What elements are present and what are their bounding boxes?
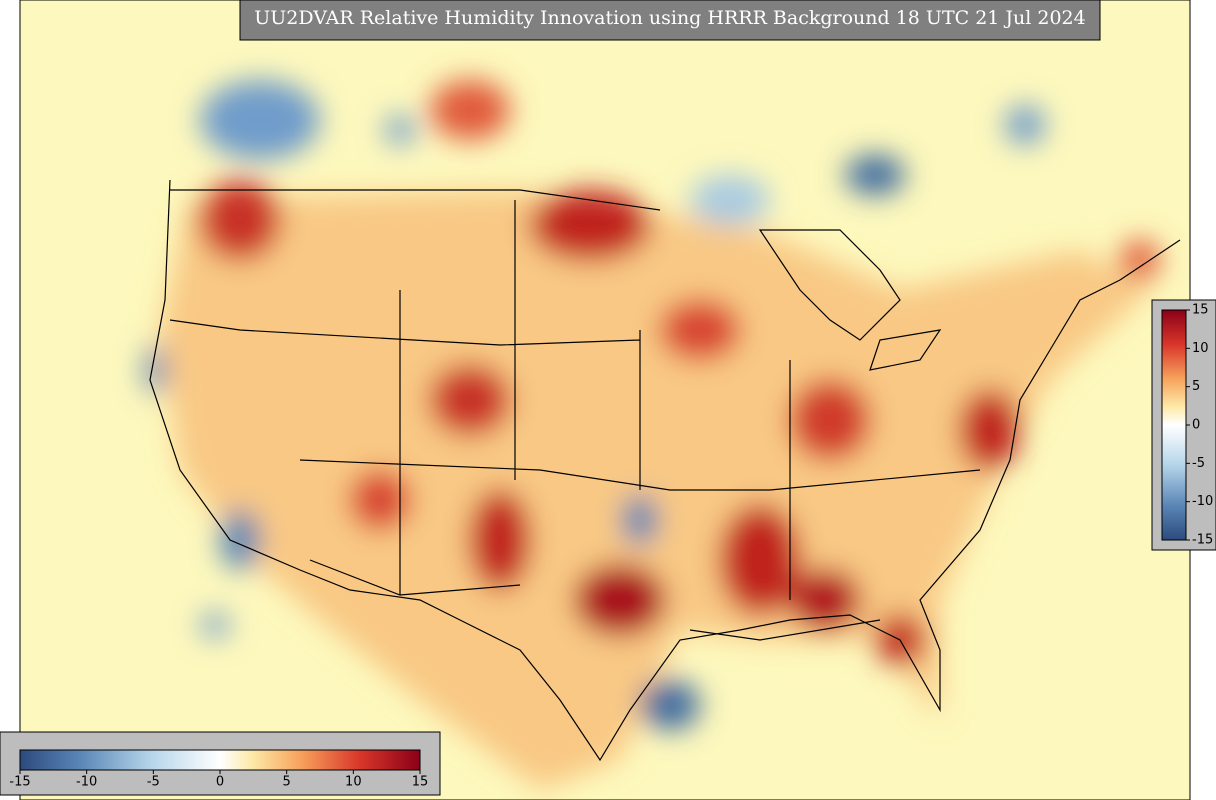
colorbar-tick-label: 0 [216, 775, 224, 790]
colorbar-tick-label: -10 [1192, 494, 1213, 509]
map [20, 0, 1190, 800]
colorbar-tick-label: 0 [1192, 418, 1200, 433]
colorbar-right [1161, 309, 1187, 541]
title: UU2DVAR Relative Humidity Innovation usi… [254, 7, 1086, 29]
colorbar-bottom-ticks: -15 -10 -5 0 5 10 15 [9, 770, 428, 790]
colorbar-tick-label: 15 [412, 775, 429, 790]
colorbar-tick-label: -10 [76, 775, 97, 790]
colorbar-tick-label: 5 [283, 775, 291, 790]
colorbar-tick-label: -15 [9, 775, 30, 790]
colorbar-tick-label: -5 [1192, 456, 1205, 471]
colorbar-tick-label: -5 [147, 775, 160, 790]
title-box [239, 0, 1101, 41]
colorbar-right-ticks: 15 10 5 0 -5 -10 -15 [1186, 303, 1213, 548]
colorbar-tick-label: 10 [1192, 341, 1209, 356]
boundaries [149, 179, 1181, 762]
colorbar-tick-label: 15 [1192, 303, 1209, 318]
colorbar-tick-label: 10 [345, 775, 362, 790]
colorbar-tick-label: -15 [1192, 533, 1213, 548]
colorbar-tick-label: 5 [1192, 379, 1200, 394]
colorbar-bottom [19, 749, 421, 771]
